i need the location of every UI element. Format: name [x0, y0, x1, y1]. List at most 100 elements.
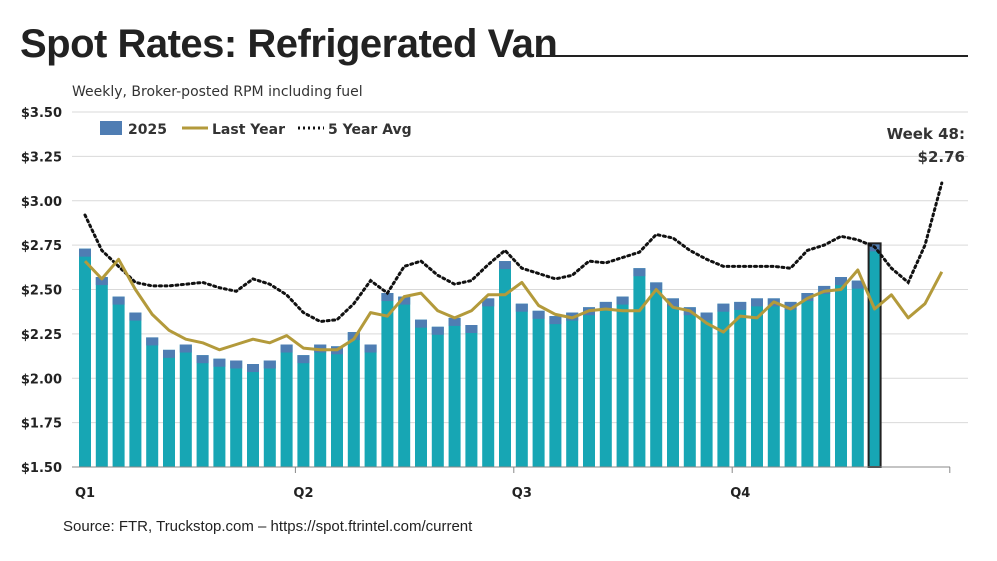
bar-top [515, 303, 528, 312]
bar-top [851, 280, 864, 289]
bar-top [79, 248, 91, 257]
bar-week-28 [532, 310, 545, 467]
bar-week-7 [179, 344, 192, 467]
bar-week-12 [263, 360, 276, 467]
bar-week-6 [163, 349, 175, 467]
last-year-line [83, 257, 944, 352]
bar [398, 296, 411, 467]
bar [297, 355, 310, 467]
bar [599, 301, 612, 467]
bar [532, 310, 545, 467]
bar [734, 301, 747, 467]
legend: 2025 Last Year 5 Year Avg [100, 121, 412, 138]
bar-top [347, 332, 360, 341]
bar-week-44 [801, 293, 814, 467]
bar-week-26 [499, 261, 511, 467]
bar [331, 346, 343, 467]
week48-annotation-line2: $2.76 [918, 148, 965, 166]
bar [431, 326, 444, 467]
bar [129, 312, 142, 467]
bar-top [112, 296, 125, 305]
bar [650, 282, 663, 467]
y-tick-label: $1.75 [21, 417, 62, 432]
bar [616, 296, 629, 467]
bar-week-5 [146, 337, 159, 467]
bar-week-14 [297, 355, 310, 467]
bar [179, 344, 192, 467]
y-tick-label: $2.00 [21, 372, 62, 387]
y-tick-label: $3.25 [21, 150, 62, 165]
bar-top [448, 317, 461, 326]
bar [633, 268, 646, 467]
bar-week-39 [717, 303, 730, 467]
chart-subtitle: Weekly, Broker-posted RPM including fuel [72, 84, 363, 100]
y-tick-label: $2.50 [21, 284, 62, 299]
bar-top [230, 360, 243, 369]
bar-top [700, 312, 713, 321]
bar-top [633, 268, 646, 277]
bar-week-27 [515, 303, 528, 467]
legend-label-5yr-avg: 5 Year Avg [328, 122, 412, 138]
legend-label-last-year: Last Year [212, 122, 285, 138]
bar [146, 337, 159, 467]
bar-week-1 [79, 248, 91, 467]
bar-week-2 [95, 277, 108, 467]
bar [835, 277, 847, 467]
bar [112, 296, 125, 467]
bar [230, 360, 243, 467]
bar-week-43 [784, 301, 797, 467]
bar-week-41 [751, 298, 763, 467]
bar-top [415, 319, 427, 328]
bar-week-18 [364, 344, 377, 467]
bar [95, 277, 108, 467]
bar-top [650, 282, 663, 291]
bar-top [482, 298, 495, 307]
bar-top [129, 312, 142, 321]
bar-top [717, 303, 730, 312]
bar [314, 344, 327, 467]
bar-week-15 [314, 344, 327, 467]
bar [851, 280, 864, 467]
bar-week-9 [213, 358, 226, 467]
bar-top [398, 296, 411, 305]
bar-top [364, 344, 377, 353]
bar-top [499, 261, 511, 270]
bar-week-16 [331, 346, 343, 467]
bar-week-30 [566, 312, 579, 467]
bar-top [835, 277, 847, 286]
bar [700, 312, 713, 467]
bar-week-37 [683, 307, 696, 467]
bar-week-38 [700, 312, 713, 467]
y-tick-label: $3.50 [21, 106, 62, 121]
bar-week-34 [633, 268, 646, 467]
bar [751, 298, 763, 467]
bar-top [667, 298, 679, 307]
bar-week-23 [448, 317, 461, 467]
bar [448, 317, 461, 467]
bar-week-32 [599, 301, 612, 467]
bar-top [163, 349, 175, 358]
bar [347, 332, 360, 467]
y-tick-label: $2.75 [21, 239, 62, 254]
bar-top [146, 337, 159, 346]
bar-top [196, 355, 209, 364]
bar [868, 243, 881, 467]
legend-label-2025: 2025 [128, 122, 167, 138]
bar-week-45 [818, 285, 831, 467]
bar [415, 319, 427, 467]
title-underline [536, 55, 968, 57]
bar [79, 248, 91, 467]
bar-week-8 [196, 355, 209, 467]
bar [784, 301, 797, 467]
bar-week-22 [431, 326, 444, 467]
y-tick-label: $1.50 [21, 461, 62, 476]
x-label-q1: Q1 [75, 486, 95, 501]
bar-week-48 [867, 242, 882, 468]
x-label-q3: Q3 [512, 486, 532, 501]
y-tick-label: $2.25 [21, 328, 62, 343]
bar-week-10 [230, 360, 243, 467]
y-tick-label: $3.00 [21, 195, 62, 210]
bar [801, 293, 814, 467]
bar-week-35 [650, 282, 663, 467]
